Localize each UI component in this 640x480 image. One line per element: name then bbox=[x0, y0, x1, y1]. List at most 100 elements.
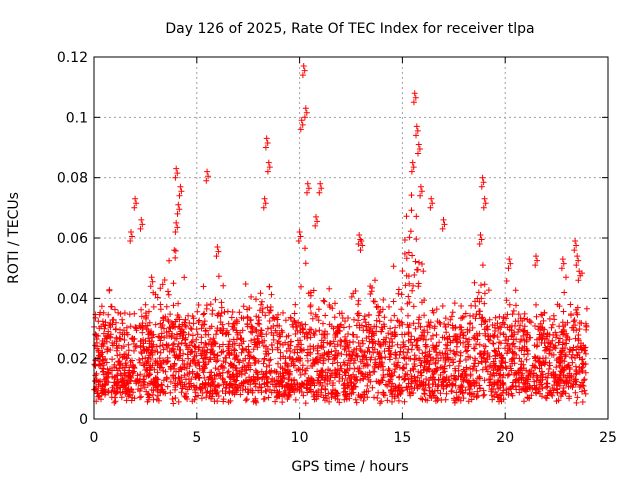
data-point bbox=[226, 384, 233, 390]
data-point bbox=[144, 322, 151, 329]
data-point bbox=[551, 316, 558, 323]
data-point bbox=[378, 398, 385, 405]
data-point bbox=[508, 367, 515, 374]
data-point bbox=[503, 278, 510, 284]
data-point bbox=[280, 309, 286, 316]
data-point bbox=[429, 332, 436, 339]
data-point bbox=[265, 394, 272, 401]
data-point bbox=[364, 382, 371, 389]
data-point bbox=[154, 376, 161, 383]
data-point bbox=[292, 362, 298, 369]
data-point bbox=[356, 312, 362, 319]
data-point bbox=[212, 296, 219, 303]
data-point bbox=[285, 341, 292, 348]
data-point bbox=[190, 357, 197, 363]
data-point bbox=[123, 397, 130, 404]
data-point bbox=[434, 318, 441, 325]
data-point bbox=[409, 287, 416, 294]
data-point bbox=[455, 394, 462, 401]
data-point bbox=[282, 355, 289, 362]
data-point bbox=[218, 327, 224, 333]
data-point bbox=[449, 324, 456, 331]
data-point bbox=[428, 336, 435, 342]
data-point bbox=[394, 341, 401, 348]
data-point bbox=[523, 356, 530, 363]
data-point bbox=[136, 356, 143, 363]
data-point bbox=[243, 396, 250, 403]
data-point bbox=[190, 315, 197, 322]
data-point bbox=[133, 325, 140, 332]
data-point bbox=[517, 315, 524, 322]
data-point bbox=[442, 351, 449, 357]
data-point bbox=[201, 310, 208, 317]
data-point bbox=[219, 321, 226, 328]
data-point bbox=[191, 343, 198, 349]
data-point bbox=[432, 359, 439, 366]
data-point-peak bbox=[295, 238, 302, 244]
data-point bbox=[167, 325, 174, 332]
data-point-peak bbox=[478, 183, 485, 190]
data-point bbox=[154, 294, 161, 301]
data-point bbox=[129, 335, 136, 342]
data-point bbox=[393, 363, 400, 370]
data-point-peak bbox=[355, 241, 362, 247]
data-point bbox=[462, 387, 469, 394]
data-point bbox=[490, 340, 496, 347]
data-point bbox=[258, 331, 265, 338]
data-point bbox=[480, 392, 487, 399]
data-point bbox=[544, 383, 551, 390]
data-point bbox=[164, 316, 171, 323]
data-point bbox=[357, 347, 364, 354]
data-point bbox=[523, 337, 530, 343]
data-point bbox=[372, 277, 378, 284]
data-point-peak bbox=[178, 188, 185, 195]
data-point bbox=[318, 374, 325, 381]
data-point bbox=[471, 345, 478, 352]
data-point bbox=[388, 383, 395, 390]
data-point bbox=[340, 389, 347, 396]
data-point bbox=[579, 399, 586, 405]
data-point bbox=[377, 354, 384, 361]
data-point bbox=[443, 382, 450, 389]
data-point bbox=[556, 359, 563, 366]
data-point bbox=[178, 389, 185, 396]
data-point bbox=[449, 309, 456, 316]
data-point bbox=[403, 272, 410, 279]
data-point bbox=[315, 317, 322, 324]
data-point bbox=[137, 359, 143, 366]
data-point bbox=[264, 325, 271, 332]
data-point bbox=[471, 363, 478, 370]
data-point bbox=[310, 345, 317, 352]
data-point bbox=[172, 254, 179, 261]
data-point-peak bbox=[204, 168, 211, 175]
data-point bbox=[573, 327, 580, 334]
data-point-peak bbox=[410, 99, 417, 106]
data-point bbox=[164, 383, 171, 390]
data-point bbox=[382, 381, 389, 388]
data-point bbox=[185, 331, 192, 338]
data-point bbox=[255, 320, 262, 327]
data-point bbox=[217, 372, 224, 379]
data-point bbox=[510, 336, 517, 343]
data-point bbox=[418, 332, 425, 339]
data-point bbox=[404, 349, 411, 356]
data-point bbox=[113, 389, 120, 396]
data-point bbox=[420, 268, 427, 275]
data-point bbox=[188, 339, 195, 346]
data-point bbox=[491, 332, 498, 339]
data-point bbox=[531, 353, 538, 360]
data-point bbox=[315, 306, 322, 313]
data-point bbox=[254, 376, 261, 383]
data-point bbox=[426, 361, 433, 368]
data-point bbox=[412, 258, 419, 265]
data-point bbox=[197, 385, 204, 392]
data-point bbox=[492, 352, 499, 359]
data-point bbox=[532, 323, 538, 329]
data-point bbox=[460, 339, 467, 346]
data-point bbox=[337, 337, 344, 344]
data-point bbox=[563, 330, 570, 337]
data-point bbox=[498, 357, 505, 364]
data-point bbox=[166, 324, 173, 331]
data-point bbox=[508, 358, 515, 365]
data-point bbox=[473, 341, 480, 348]
